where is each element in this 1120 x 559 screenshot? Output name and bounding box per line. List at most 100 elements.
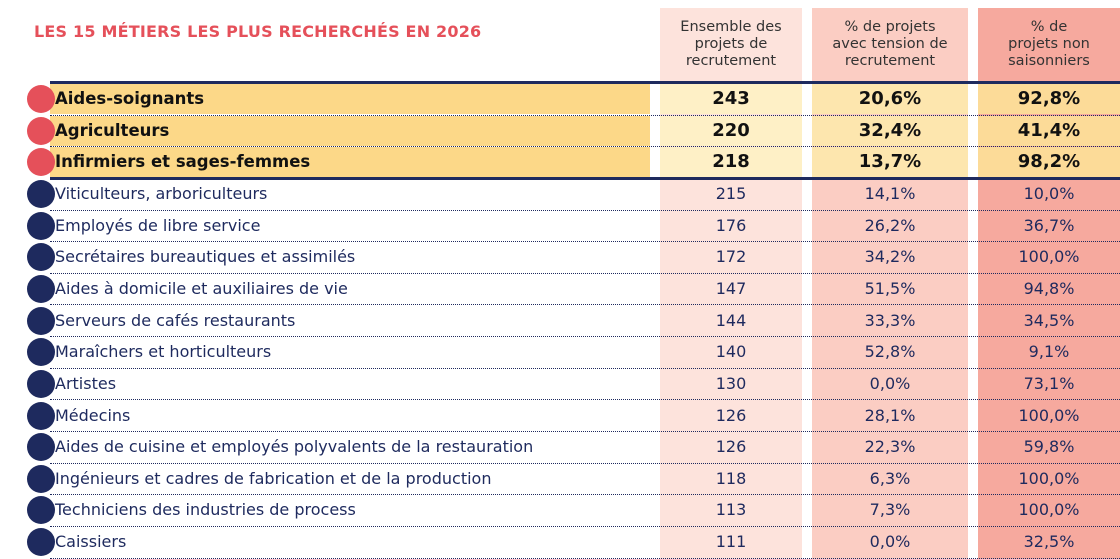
row-icon <box>27 243 55 272</box>
row-separator <box>50 526 1120 528</box>
cell-value: 20,6% <box>812 84 968 114</box>
table-row: Ingénieurs et cadres de fabrication et d… <box>50 464 1120 496</box>
row-icon <box>27 401 55 430</box>
cell-value: 6,3% <box>869 468 911 488</box>
row-label: Employés de libre service <box>55 215 261 235</box>
row-label: Aides à domicile et auxiliaires de vie <box>55 278 348 298</box>
cell-value: 9,1% <box>1028 342 1070 362</box>
column-header: % de projets non saisonniers <box>1008 18 1090 69</box>
row-label: Maraîchers et horticulteurs <box>55 342 272 362</box>
table-row: Secrétaires bureautiques et assimilés 172… <box>50 242 1120 274</box>
table-row: Aides à domicile et auxiliaires de vie 14… <box>50 274 1120 306</box>
cell-value: 51,5% <box>864 278 916 298</box>
cell-value: 243 <box>660 84 802 114</box>
row-separator <box>50 114 1120 116</box>
row-icon <box>27 464 55 493</box>
row-icon <box>27 306 55 335</box>
table-row: Viticulteurs, arboriculteurs 215 14,1% 10,0… <box>50 179 1120 211</box>
cell-value: 98,2% <box>978 147 1120 178</box>
cell-value: 126 <box>715 437 747 457</box>
table-row: Infirmiers et sages-femmes 218 13,7% 98,2% <box>50 147 1120 179</box>
row-icon <box>27 116 55 145</box>
row-separator <box>50 431 1120 433</box>
cell-value: 100,0% <box>1018 468 1080 488</box>
row-icon <box>27 179 55 208</box>
column-header: Ensemble des projets de recrutement <box>680 18 782 69</box>
row-label: Médecins <box>55 405 131 425</box>
cell-value: 100,0% <box>1018 500 1080 520</box>
row-separator <box>50 146 1120 148</box>
cell-value: 73,1% <box>1023 373 1075 393</box>
cell-value: 32,4% <box>812 115 968 146</box>
cell-value: 113 <box>715 500 747 520</box>
row-label: Secrétaires bureautiques et assimilés <box>55 247 356 267</box>
cell-value: 7,3% <box>869 500 911 520</box>
row-separator <box>50 336 1120 338</box>
row-highlight <box>50 115 650 146</box>
cell-value: 10,0% <box>1023 183 1075 203</box>
header-rule <box>50 81 1120 84</box>
cell-value: 22,3% <box>864 437 916 457</box>
column-header: % de projets avec tension de recrutement <box>832 18 948 69</box>
cell-value: 36,7% <box>1023 215 1075 235</box>
cell-value: 52,8% <box>864 342 916 362</box>
table-row: Aides de cuisine et employés polyvalents… <box>50 432 1120 464</box>
table-row: Techniciens des industries de process 113… <box>50 495 1120 528</box>
cell-value: 33,3% <box>864 310 916 330</box>
row-icon <box>27 211 55 240</box>
cell-value: 32,5% <box>1023 532 1075 552</box>
cell-value: 26,2% <box>864 215 916 235</box>
row-icon <box>27 85 55 113</box>
cell-value: 144 <box>715 310 747 330</box>
row-highlight <box>50 147 650 178</box>
row-label: Agriculteurs <box>55 120 170 140</box>
row-icon <box>27 433 55 462</box>
row-separator <box>50 399 1120 401</box>
cell-value: 100,0% <box>1018 405 1080 425</box>
table-row: Maraîchers et horticulteurs 140 52,8% 9,1% <box>50 337 1120 369</box>
row-label: Serveurs de cafés restaurants <box>55 310 296 330</box>
cell-value: 0,0% <box>869 532 911 552</box>
row-separator <box>50 272 1120 274</box>
cell-value: 130 <box>715 373 747 393</box>
table-row: Caissiers 111 0,0% 32,5% <box>50 527 1120 559</box>
table-row: Médecins 126 28,1% 100,0% <box>50 401 1120 433</box>
row-label: Viticulteurs, arboriculteurs <box>55 183 268 203</box>
cell-value: 59,8% <box>1023 437 1075 457</box>
cell-value: 111 <box>715 532 747 552</box>
row-separator <box>50 304 1120 306</box>
row-separator <box>50 462 1120 464</box>
row-icon <box>27 369 55 398</box>
table-row: Aides-soignants 243 20,6% 92,8% <box>50 84 1120 116</box>
row-icon <box>27 496 55 525</box>
cell-value: 126 <box>715 405 747 425</box>
cell-value: 28,1% <box>864 405 916 425</box>
cell-value: 92,8% <box>978 84 1120 114</box>
row-separator <box>50 557 1120 559</box>
cell-value: 218 <box>660 147 802 178</box>
row-icon <box>27 148 55 177</box>
cell-value: 118 <box>715 468 747 488</box>
row-separator <box>50 367 1120 369</box>
cell-value: 176 <box>715 215 747 235</box>
row-separator <box>50 209 1120 211</box>
row-separator <box>50 494 1120 496</box>
row-label: Caissiers <box>55 532 127 552</box>
row-label: Ingénieurs et cadres de fabrication et d… <box>55 468 492 488</box>
table-row: Artistes 130 0,0% 73,1% <box>50 369 1120 401</box>
row-icon <box>27 338 55 367</box>
row-label: Techniciens des industries de process <box>55 500 356 520</box>
cell-value: 14,1% <box>864 183 916 203</box>
title: LES 15 MÉTIERS LES PLUS RECHERCHÉS EN 20… <box>34 22 482 41</box>
cell-value: 172 <box>715 247 747 267</box>
table-row: Serveurs de cafés restaurants 144 33,3% 34,… <box>50 306 1120 338</box>
row-highlight <box>50 84 650 114</box>
cell-value: 0,0% <box>869 373 911 393</box>
cell-value: 140 <box>715 342 747 362</box>
cell-value: 34,5% <box>1023 310 1075 330</box>
row-label: Aides-soignants <box>55 89 205 108</box>
row-label: Infirmiers et sages-femmes <box>55 152 311 172</box>
cell-value: 34,2% <box>864 247 916 267</box>
cell-value: 215 <box>715 183 747 203</box>
